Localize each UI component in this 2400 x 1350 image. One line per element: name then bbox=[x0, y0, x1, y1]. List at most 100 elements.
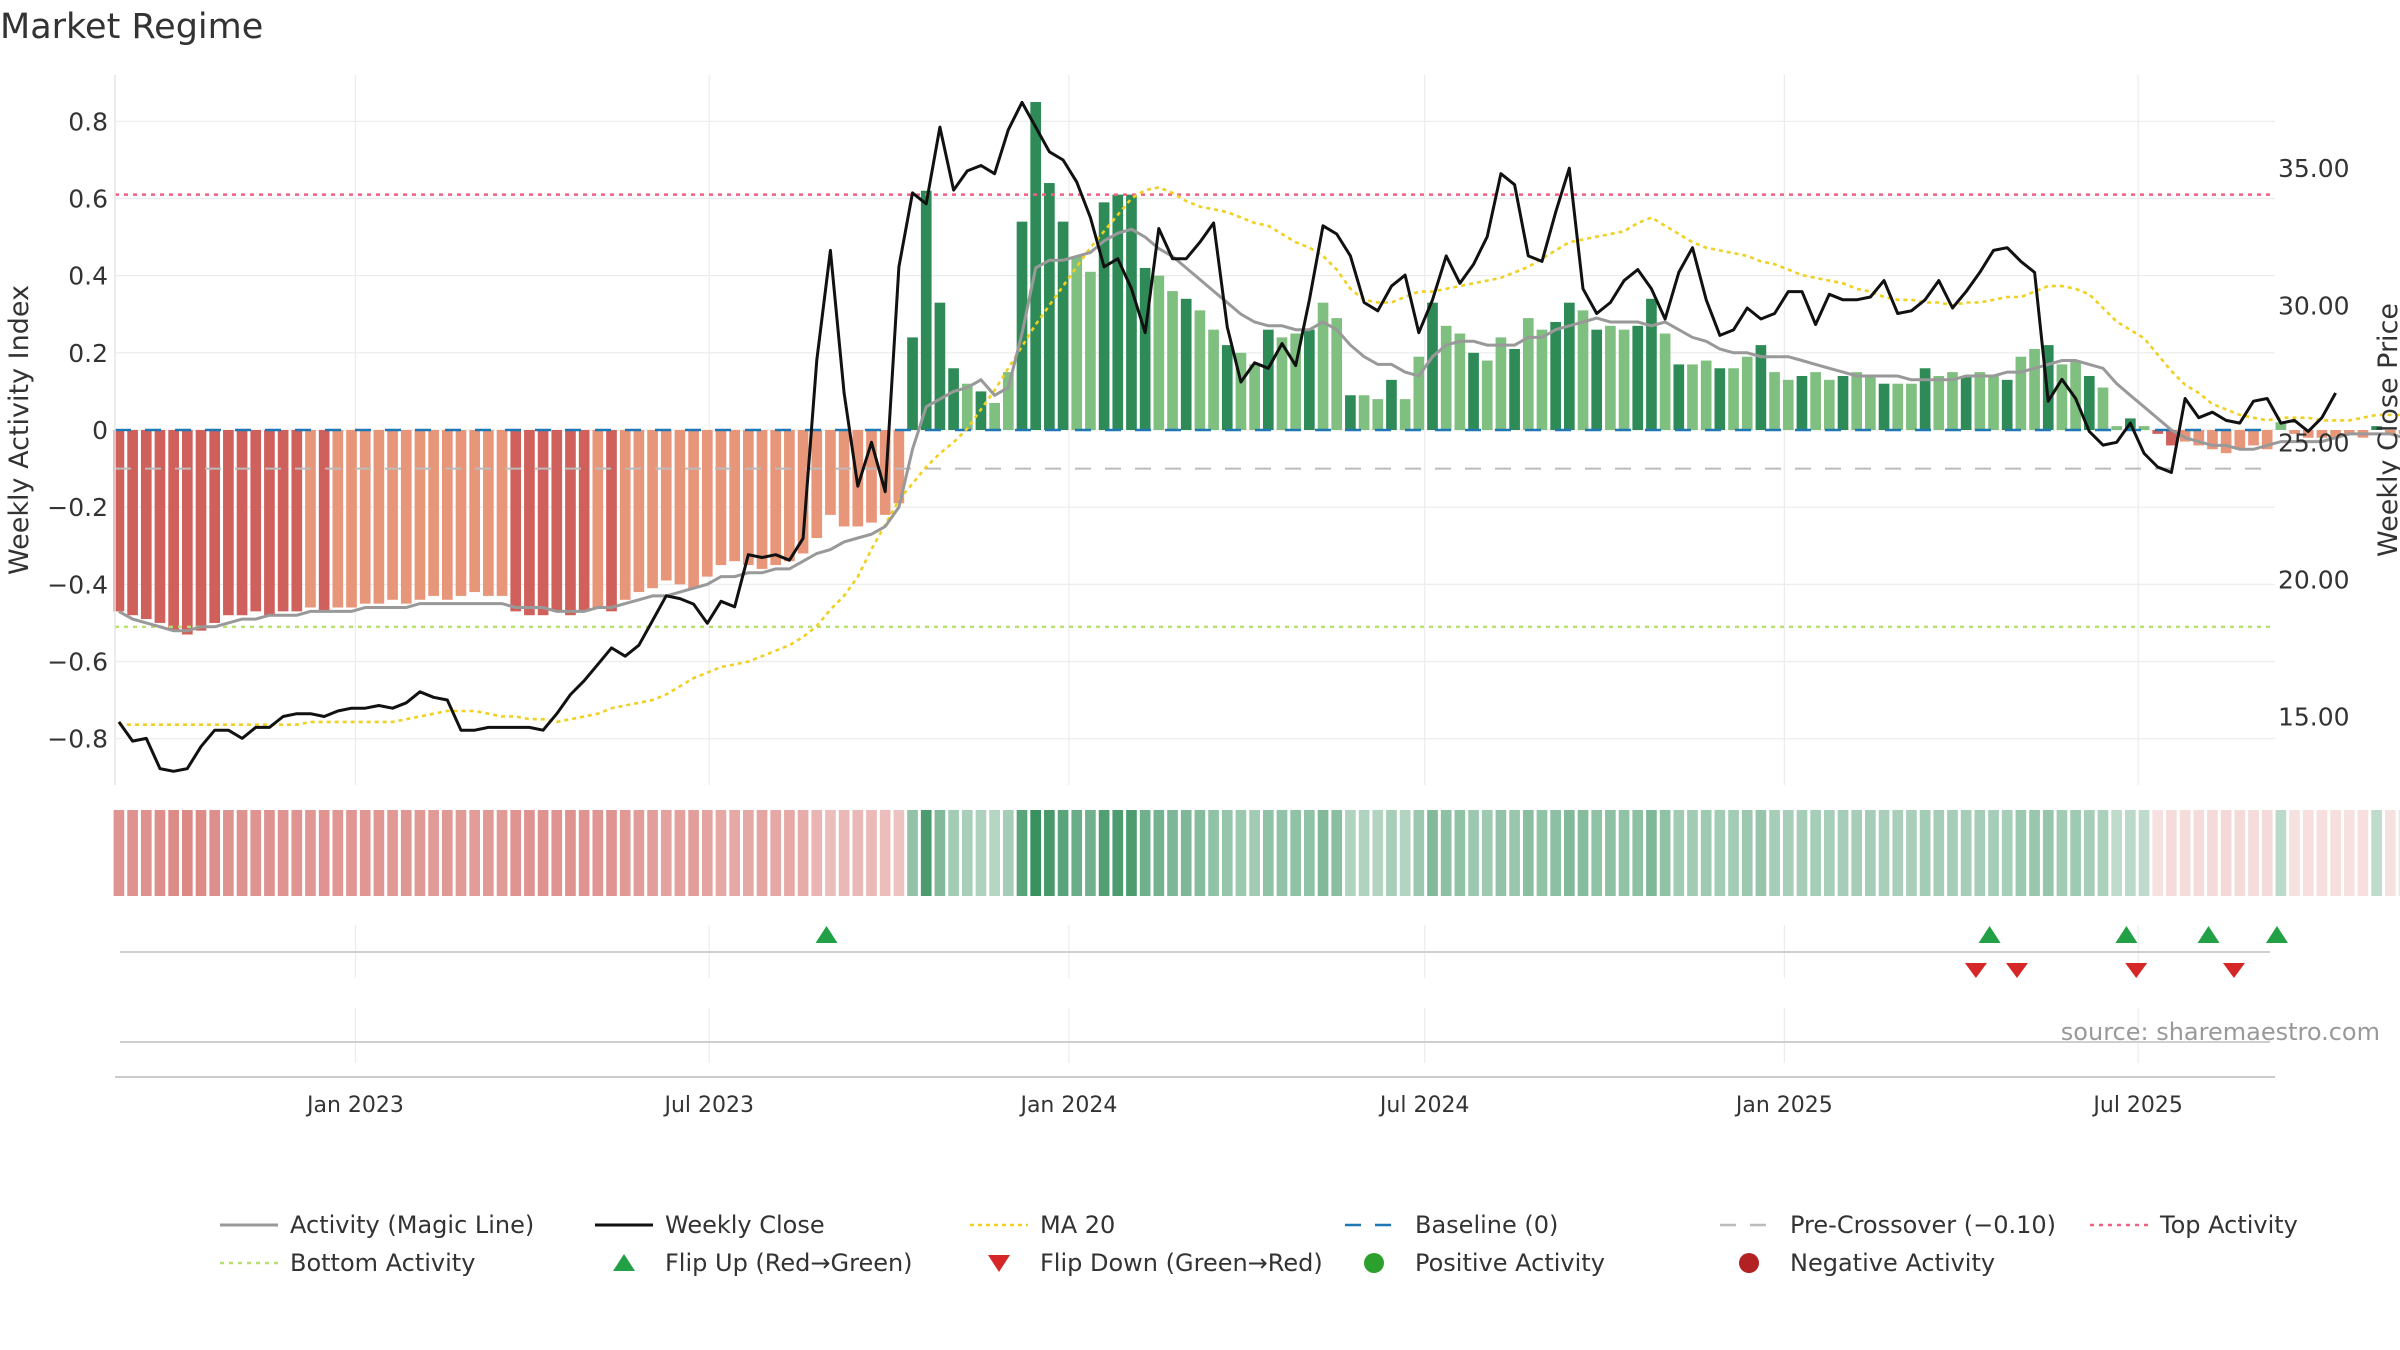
activity-bar bbox=[1906, 383, 1917, 430]
regime-cell bbox=[277, 810, 289, 896]
activity-bar bbox=[961, 383, 973, 430]
regime-cell bbox=[483, 810, 494, 896]
legend-label: Positive Activity bbox=[1415, 1249, 1605, 1277]
activity-bar bbox=[1413, 356, 1425, 430]
activity-bar bbox=[797, 430, 809, 554]
y-left-tick-label: −0.8 bbox=[47, 725, 108, 754]
activity-bar bbox=[359, 430, 371, 604]
regime-cell bbox=[209, 810, 221, 896]
regime-cell bbox=[1755, 810, 1767, 896]
regime-cell bbox=[1522, 810, 1534, 896]
activity-bar bbox=[1755, 345, 1767, 430]
x-tick-label: Jul 2025 bbox=[2091, 1093, 2183, 1118]
activity-bar bbox=[1016, 221, 1028, 430]
activity-bar bbox=[154, 430, 166, 623]
legend-swatch-flip-down bbox=[988, 1255, 1010, 1272]
activity-bar bbox=[893, 430, 905, 504]
activity-bar bbox=[2056, 364, 2068, 430]
activity-bar bbox=[1194, 310, 1206, 430]
activity-bar bbox=[989, 402, 1000, 430]
activity-bar bbox=[688, 430, 699, 589]
legend-label: MA 20 bbox=[1040, 1211, 1115, 1239]
activity-bar bbox=[1659, 333, 1671, 430]
activity-bar bbox=[1865, 375, 1876, 430]
y-right-tick-label: 25.00 bbox=[2278, 428, 2350, 457]
flip-down-marker bbox=[2125, 963, 2148, 978]
legend-swatch-flip-up bbox=[613, 1254, 635, 1271]
regime-cell bbox=[2207, 810, 2218, 896]
regime-cell bbox=[701, 810, 713, 896]
legend-label: Flip Up (Red→Green) bbox=[665, 1249, 913, 1277]
y-right-tick-label: 35.00 bbox=[2278, 154, 2350, 183]
regime-cell bbox=[2056, 810, 2068, 896]
regime-cell bbox=[1262, 810, 1274, 896]
regime-cell bbox=[948, 810, 959, 896]
regime-cell bbox=[2166, 810, 2177, 896]
activity-bar bbox=[2083, 375, 2095, 430]
regime-cell bbox=[2220, 810, 2232, 896]
y-right-tick-label: 15.00 bbox=[2278, 702, 2350, 731]
activity-bar bbox=[305, 430, 316, 608]
regime-cell bbox=[1002, 810, 1014, 896]
activity-bar bbox=[2111, 426, 2123, 430]
activity-bar bbox=[2234, 430, 2246, 450]
regime-cell bbox=[1577, 810, 1589, 896]
regime-cell bbox=[2289, 810, 2300, 896]
activity-bar bbox=[236, 430, 248, 616]
activity-bar bbox=[1290, 333, 1302, 430]
regime-cell bbox=[619, 810, 631, 896]
regime-cell bbox=[1345, 810, 1356, 896]
regime-cell bbox=[1126, 810, 1137, 896]
activity-bar bbox=[346, 430, 357, 608]
activity-bar bbox=[1522, 318, 1534, 430]
regime-cell bbox=[1632, 810, 1644, 896]
x-tick-label: Jan 2023 bbox=[305, 1093, 404, 1118]
activity-bar bbox=[2179, 430, 2191, 442]
regime-cell bbox=[1919, 810, 1931, 896]
regime-cell bbox=[1673, 810, 1685, 896]
legend-item: Weekly Close bbox=[595, 1211, 825, 1239]
legend-label: Pre-Crossover (−0.10) bbox=[1790, 1211, 2056, 1239]
regime-cell bbox=[305, 810, 316, 896]
y-left-tick-label: −0.4 bbox=[47, 570, 108, 599]
regime-cell bbox=[332, 810, 344, 896]
regime-cell bbox=[1974, 810, 1986, 896]
activity-bar bbox=[2302, 430, 2314, 438]
regime-cell bbox=[2179, 810, 2191, 896]
activity-bar bbox=[1563, 302, 1575, 430]
flip-markers bbox=[120, 926, 2288, 1043]
activity-bar bbox=[1153, 275, 1165, 430]
activity-bar bbox=[1536, 329, 1548, 430]
regime-cell bbox=[1933, 810, 1945, 896]
regime-cell bbox=[455, 810, 467, 896]
activity-bar bbox=[318, 430, 330, 612]
x-tick-label: Jan 2024 bbox=[1018, 1093, 1117, 1118]
regime-cell bbox=[647, 810, 658, 896]
activity-bar bbox=[1112, 194, 1124, 430]
regime-cell bbox=[1714, 810, 1726, 896]
activity-bar bbox=[2015, 356, 2027, 430]
legend-swatch-positive bbox=[1364, 1253, 1384, 1273]
regime-cell bbox=[1810, 810, 1821, 896]
regime-cell bbox=[756, 810, 768, 896]
activity-bar bbox=[619, 430, 631, 600]
activity-bar bbox=[1687, 364, 1698, 430]
regime-cell bbox=[660, 810, 672, 896]
regime-cell bbox=[1427, 810, 1438, 896]
legend-label: Activity (Magic Line) bbox=[290, 1211, 534, 1239]
regime-cell bbox=[387, 810, 398, 896]
regime-cell bbox=[1085, 810, 1096, 896]
activity-bar bbox=[2371, 426, 2382, 430]
regime-cell bbox=[1372, 810, 1384, 896]
activity-bar bbox=[838, 430, 850, 527]
regime-cell bbox=[1249, 810, 1260, 896]
activity-bar bbox=[1440, 325, 1452, 430]
regime-cell bbox=[168, 810, 179, 896]
regime-cell bbox=[1440, 810, 1452, 896]
activity-bar bbox=[1933, 375, 1945, 430]
activity-bar bbox=[920, 190, 932, 430]
regime-cell bbox=[1098, 810, 1110, 896]
regime-cell bbox=[592, 810, 604, 896]
regime-cell bbox=[1782, 810, 1794, 896]
regime-cell bbox=[606, 810, 617, 896]
